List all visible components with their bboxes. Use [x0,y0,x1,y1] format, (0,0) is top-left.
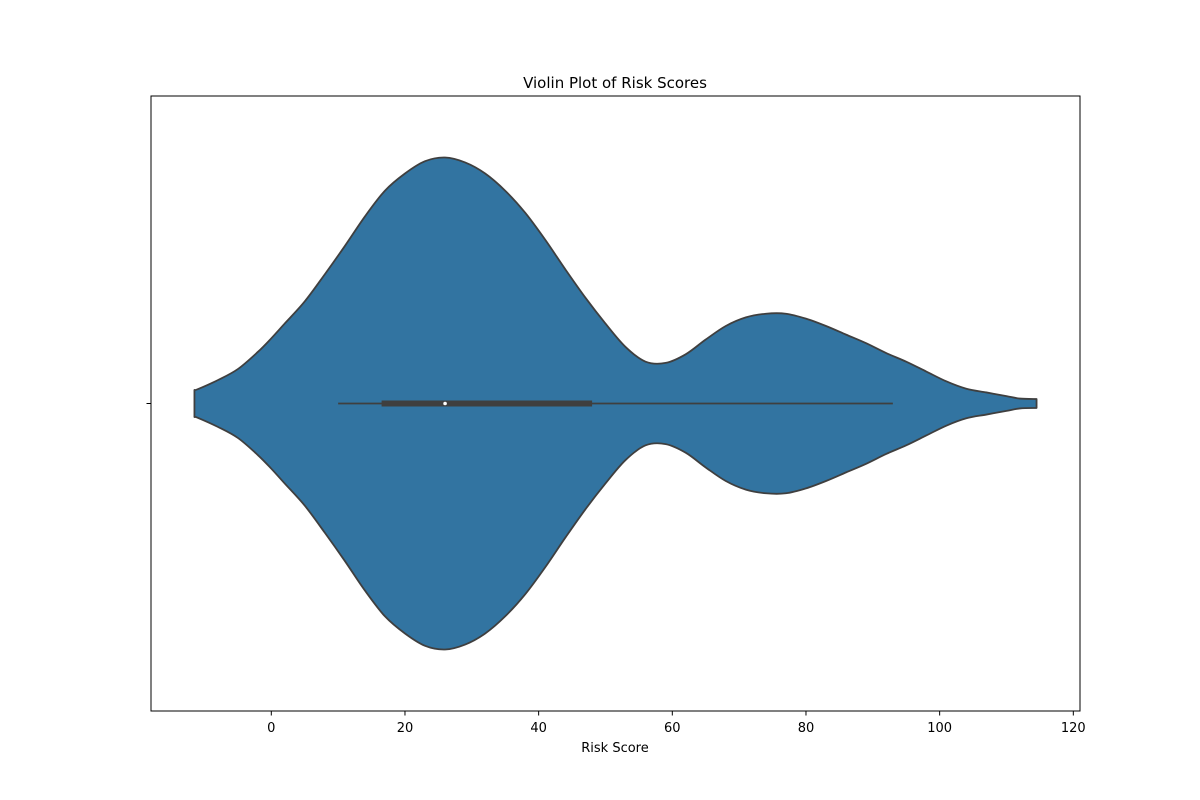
interquartile-box [381,400,593,407]
x-axis-label: Risk Score [581,741,649,756]
chart-title: Violin Plot of Risk Scores [523,74,707,92]
x-tick-label-60: 60 [664,721,681,736]
median-marker [443,401,447,406]
x-tick-label-40: 40 [530,721,547,736]
x-tick-label-100: 100 [927,721,952,736]
x-tick-label-20: 20 [397,721,414,736]
x-axis: 0 20 40 60 80 100 120 [267,711,1086,736]
x-tick-label-0: 0 [267,721,275,736]
x-tick-label-120: 120 [1061,721,1086,736]
plot-area [193,156,1038,651]
x-tick-label-80: 80 [798,721,815,736]
